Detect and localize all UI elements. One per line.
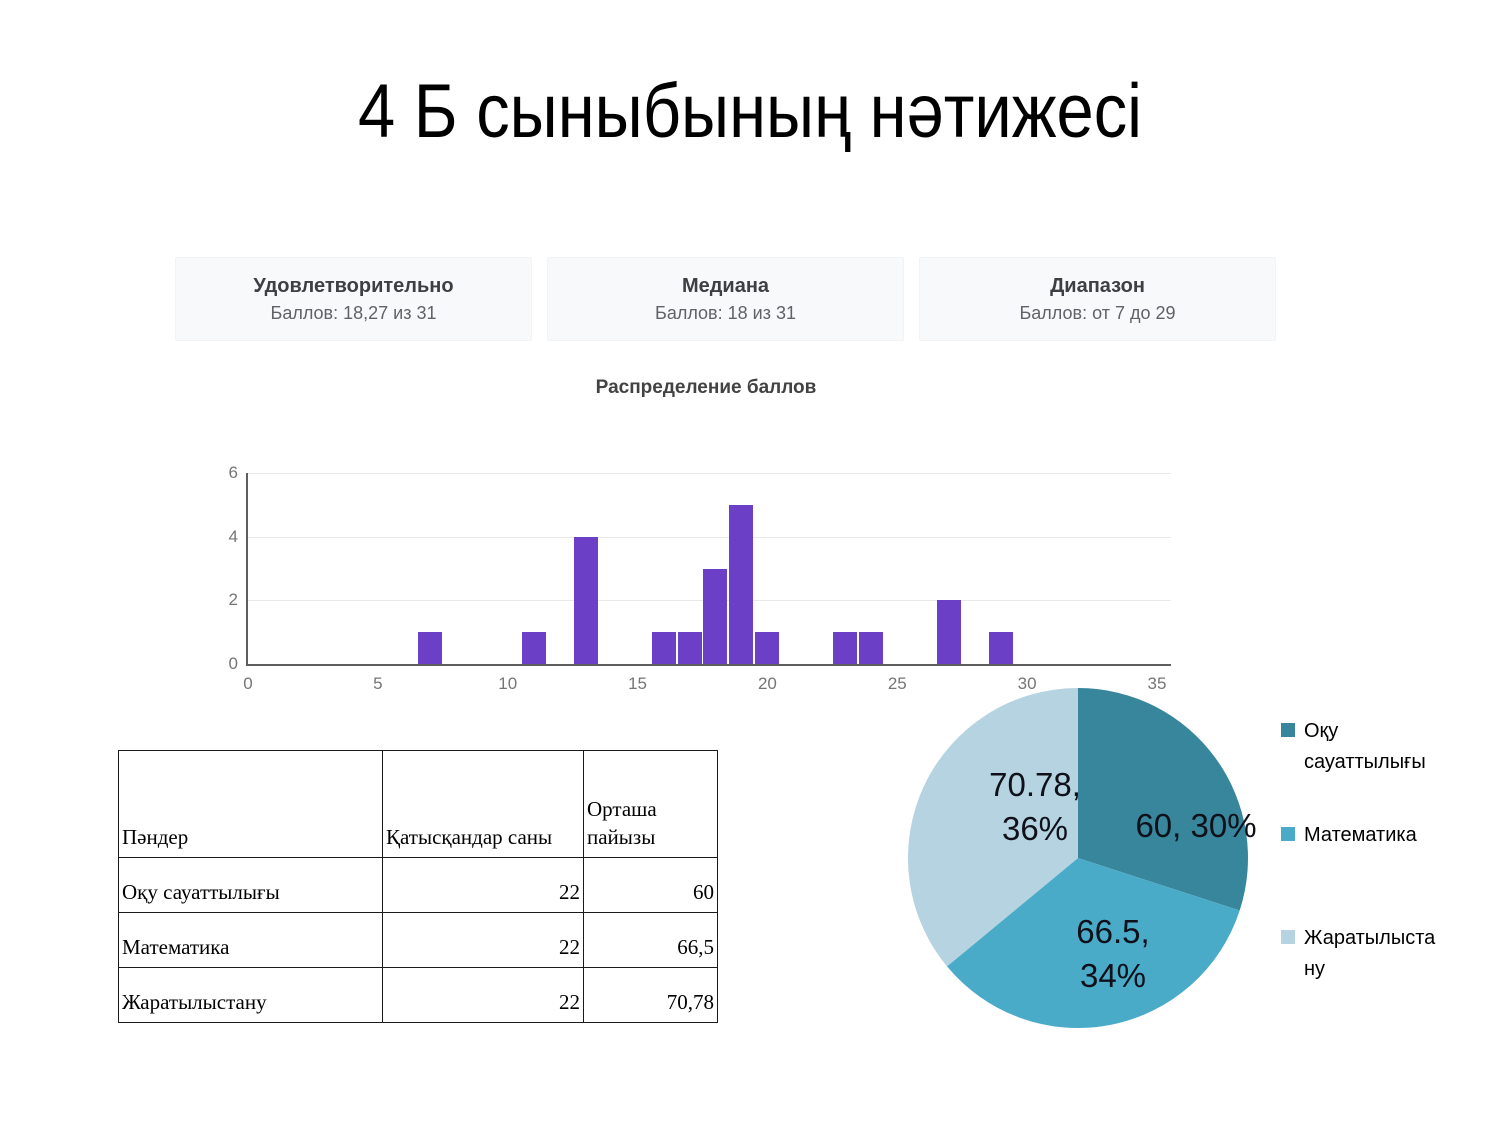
histogram-bar (521, 632, 546, 664)
stat-card-median: Медиана Баллов: 18 из 31 (547, 257, 904, 341)
pie-label-math: 66.5, 34% (1076, 913, 1150, 994)
histogram: 0 2 4 6 0 5 10 15 20 25 30 35 (229, 463, 1171, 693)
gridline (248, 473, 1171, 474)
stat-card-value: Баллов: от 7 до 29 (1019, 302, 1176, 323)
histogram-bar (729, 504, 754, 664)
legend-swatch (1281, 827, 1295, 841)
gridline (248, 536, 1171, 538)
legend-item-reading: Оқу сауаттылығы (1281, 716, 1426, 778)
table-header-row: Пәндер Қатысқандар саны Орташа пайызы (118, 750, 718, 858)
pie-label-science: 70.78, 36% (989, 766, 1081, 847)
histogram-bar (989, 632, 1014, 664)
stat-card-label: Удовлетворительно (253, 274, 454, 297)
average-cell: 70,78 (583, 967, 718, 1023)
stat-card-label: Диапазон (1050, 274, 1145, 297)
legend-swatch (1281, 723, 1295, 737)
x-axis-tick-label: 25 (887, 674, 907, 693)
table-row: Оқу сауаттылығы 22 60 (118, 857, 718, 913)
y-axis-tick-label: 0 (228, 654, 238, 673)
histogram-bar (755, 632, 780, 664)
participants-cell: 22 (382, 967, 584, 1023)
subject-cell: Математика (118, 912, 383, 968)
histogram-bar (573, 536, 598, 664)
table-row: Жаратылыстану 22 70,78 (118, 967, 718, 1023)
subject-cell: Оқу сауаттылығы (118, 857, 383, 913)
pie-slice (947, 858, 1240, 1028)
col-header-subjects: Пәндер (118, 750, 383, 858)
participants-cell: 22 (382, 912, 584, 968)
table-row: Математика 22 66,5 (118, 912, 718, 968)
stat-card-label: Медиана (681, 274, 770, 297)
page-title: 4 Б сыныбының нәтижесі (357, 69, 1142, 154)
legend-item-science: Жаратылыста ну (1281, 923, 1435, 985)
legend-label: сауаттылығы (1304, 751, 1426, 773)
y-axis-tick-label: 2 (228, 590, 238, 610)
stat-card-range: Диапазон Баллов: от 7 до 29 (919, 257, 1276, 341)
pie-slice (1078, 688, 1248, 911)
histogram-bar (677, 632, 702, 664)
legend-label: Оқу (1304, 720, 1339, 742)
histogram-bar (859, 632, 884, 664)
x-axis-tick-label: 15 (628, 674, 648, 693)
stat-card-value: Баллов: 18 из 31 (655, 302, 796, 323)
average-cell: 66,5 (583, 912, 718, 968)
pie-slice (908, 688, 1078, 967)
x-axis-tick-label: 30 (1017, 674, 1037, 693)
stat-card-satisfactory: Удовлетворительно Баллов: 18,27 из 31 (175, 257, 532, 341)
pie-chart (908, 688, 1248, 1028)
average-cell: 60 (583, 857, 718, 913)
x-axis-tick-label: 5 (373, 674, 383, 693)
pie-label-reading: 60, 30% (1135, 807, 1257, 844)
x-axis-tick-label: 20 (757, 674, 777, 693)
histogram-bar (417, 632, 442, 664)
legend-swatch (1281, 930, 1295, 944)
histogram-bar (651, 632, 676, 664)
x-axis-tick-label: 0 (243, 674, 253, 693)
subjects-table: Пәндер Қатысқандар саны Орташа пайызы Оқ… (118, 750, 718, 1023)
legend-label: ну (1304, 958, 1326, 980)
x-axis-tick-label: 35 (1147, 674, 1167, 693)
x-axis-tick-label: 10 (498, 674, 518, 693)
subject-cell: Жаратылыстану (118, 967, 383, 1023)
histogram-title: Распределение баллов (595, 377, 817, 398)
col-header-participants: Қатысқандар саны (382, 750, 584, 858)
y-axis-tick-label: 6 (228, 463, 238, 482)
histogram-bar (833, 632, 858, 664)
legend-label: Жаратылыста (1304, 927, 1436, 949)
participants-cell: 22 (382, 857, 584, 913)
y-axis-tick-label: 4 (228, 526, 238, 546)
histogram-bar (703, 568, 728, 664)
legend-item-math: Математика (1281, 820, 1417, 851)
stat-cards: Удовлетворительно Баллов: 18,27 из 31 Ме… (175, 257, 1276, 341)
legend-label: Математика (1304, 824, 1417, 846)
histogram-bar (937, 600, 962, 664)
col-header-average: Орташа пайызы (583, 750, 718, 858)
stat-card-value: Баллов: 18,27 из 31 (270, 302, 437, 323)
